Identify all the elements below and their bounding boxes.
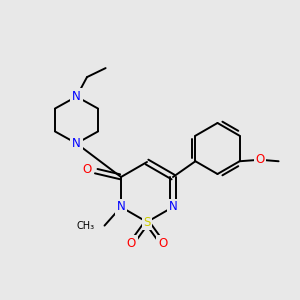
- Text: S: S: [143, 215, 151, 229]
- Text: O: O: [158, 237, 167, 250]
- Text: O: O: [127, 237, 136, 250]
- Text: N: N: [117, 200, 125, 214]
- Text: CH₃: CH₃: [77, 220, 95, 231]
- Text: N: N: [72, 90, 81, 103]
- Text: O: O: [83, 163, 92, 176]
- Text: N: N: [72, 137, 81, 150]
- Text: O: O: [255, 153, 265, 166]
- Text: N: N: [169, 200, 177, 214]
